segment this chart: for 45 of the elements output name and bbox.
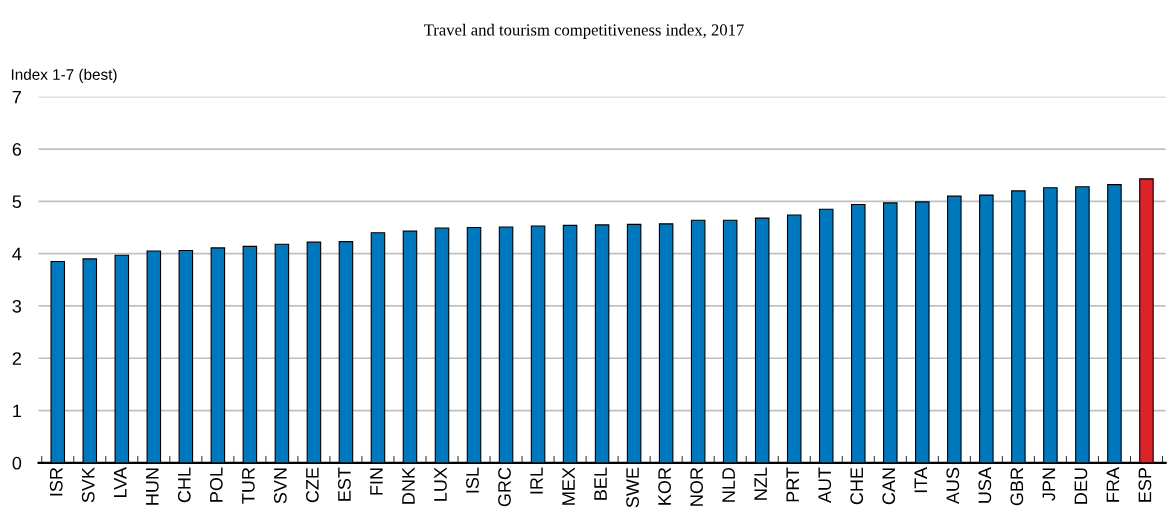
x-tick-label: DEU — [1074, 468, 1088, 504]
x-tick-label: SVK — [81, 467, 95, 503]
y-axis-title: Index 1-7 (best) — [11, 68, 117, 83]
x-tick-label: MEX — [562, 467, 575, 505]
x-tick-label: POL — [209, 467, 223, 502]
y-tick-label: 5 — [12, 195, 22, 209]
x-tick-label: FIN — [370, 468, 383, 495]
x-tick-label: NLD — [722, 467, 735, 502]
x-tick-label: FRA — [1106, 467, 1120, 502]
x-tick-label: SWE — [626, 467, 639, 508]
x-tick-label: CAN — [882, 468, 896, 505]
y-tick-label: 4 — [12, 247, 22, 261]
x-tick-label: LUX — [434, 467, 447, 501]
x-tick-label: LVA — [114, 467, 127, 498]
y-tick-label: 6 — [12, 142, 22, 156]
x-tick-label: NOR — [690, 467, 704, 506]
x-tick-label: GRC — [498, 467, 511, 507]
y-tick-label: 7 — [12, 90, 21, 104]
x-tick-label: NZL — [754, 467, 767, 500]
x-tick-label: ISR — [49, 467, 63, 496]
x-tick-label: CHE — [850, 467, 864, 505]
x-tick-label: AUS — [946, 467, 960, 505]
x-tick-label: EST — [338, 467, 351, 501]
y-tick-label: 3 — [12, 299, 22, 313]
chart-title: Travel and tourism competitiveness index, 2017 — [423, 23, 744, 39]
y-tick-label: 0 — [12, 456, 22, 470]
x-tick-label: JPN — [1042, 468, 1056, 501]
x-tick-label: ISL — [466, 467, 479, 493]
x-tick-label: ESP — [1138, 467, 1152, 502]
x-tick-label: CZE — [305, 467, 319, 503]
x-tick-label: PRT — [786, 467, 799, 502]
x-tick-label: IRL — [530, 467, 543, 494]
x-tick-label: KOR — [658, 467, 671, 505]
x-tick-label: GBR — [1010, 467, 1024, 506]
x-tick-label: BEL — [594, 467, 607, 500]
x-tick-label: CHL — [177, 467, 191, 503]
x-tick-label: SVN — [273, 468, 287, 504]
x-tick-label: AUT — [818, 467, 832, 504]
x-tick-label: ITA — [914, 467, 927, 493]
x-tick-label: HUN — [146, 468, 159, 505]
x-tick-label: USA — [978, 467, 992, 503]
x-tick-label: DNK — [402, 467, 415, 504]
y-tick-label: 1 — [13, 404, 21, 418]
y-tick-label: 2 — [12, 352, 21, 365]
x-tick-label: TUR — [242, 467, 255, 504]
